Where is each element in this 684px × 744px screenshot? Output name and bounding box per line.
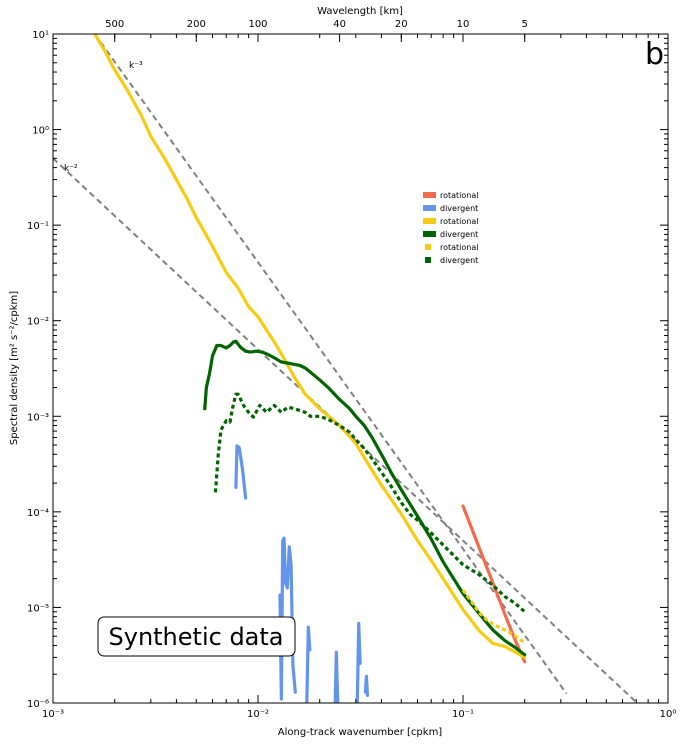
top-tick-label: 100 [248,19,267,30]
series-line-5 [461,589,526,644]
y-axis-title: Spectral density [m² s⁻²/cpkm] [9,291,20,445]
slope-labels: k⁻³ k⁻² [64,61,143,174]
y-tick-label: 10⁰ [32,126,49,137]
series-line-4 [203,339,527,657]
legend-label: divergent [440,204,478,213]
slope-label-2: k⁻² [64,164,78,174]
x-tick-label: 10⁻² [247,709,269,720]
legend-swatch [423,231,436,237]
reference-lines [53,34,639,703]
annotation-text: Synthetic data [109,623,284,651]
x-tick-label: 10⁰ [660,709,677,720]
y-tick-label: 10⁻¹ [27,221,49,232]
x-tick-label: 10⁻³ [42,709,64,720]
plot-area [53,34,639,703]
top-axis-title: Wavelength [km] [317,6,403,17]
legend-swatch [425,244,431,250]
slope-label-1: k⁻³ [129,61,143,71]
legend: rotational divergent rotational divergent ro… [423,191,479,265]
legend-label: divergent [440,256,478,265]
panel-letter: b [645,37,664,72]
legend-swatch [423,218,436,224]
series-line-2-seg-1 [234,444,248,500]
x-tick-label: 10⁻¹ [452,709,474,720]
series-line-2-seg-4 [333,650,340,703]
y-axis: 10⁻⁶ 10⁻⁵ 10⁻⁴ 10⁻³ 10⁻² 10⁻¹ 10⁰ 10¹ [27,30,668,710]
legend-label: rotational [440,243,479,252]
top-tick-label: 5 [522,19,528,30]
legend-label: rotational [440,191,479,200]
annotation-box: Synthetic data [97,616,296,657]
reference-line-1 [94,34,568,695]
x-axis-title: Along-track wavenumber [cpkm] [278,727,443,738]
top-tick-label: 20 [395,19,408,30]
top-tick-label: 500 [105,19,124,30]
top-tick-label: 40 [333,19,346,30]
series-layer [93,34,527,703]
plot-frame [52,33,669,704]
y-tick-label: 10⁻⁴ [27,508,49,519]
legend-swatch [423,192,436,198]
series-line-2-seg-6 [363,674,370,698]
y-tick-label: 10⁻² [27,317,49,328]
series-line-1 [461,504,527,664]
legend-swatch [425,257,431,263]
y-tick-label: 10⁻³ [27,412,49,423]
series-line-2-seg-5 [355,621,362,703]
top-tick-label: 200 [187,19,206,30]
y-tick-label: 10¹ [32,30,49,41]
y-tick-label: 10⁻⁵ [27,603,49,614]
top-tick-label: 10 [457,19,470,30]
series-line-6 [213,392,526,613]
legend-label: divergent [440,230,478,239]
legend-swatch [423,205,436,211]
legend-label: rotational [440,217,479,226]
series-line-2-seg-3 [305,625,312,703]
series-line-3 [93,34,527,660]
top-axis: 500 200 100 40 20 10 5 [105,19,528,42]
y-tick-label: 10⁻⁶ [27,699,49,710]
